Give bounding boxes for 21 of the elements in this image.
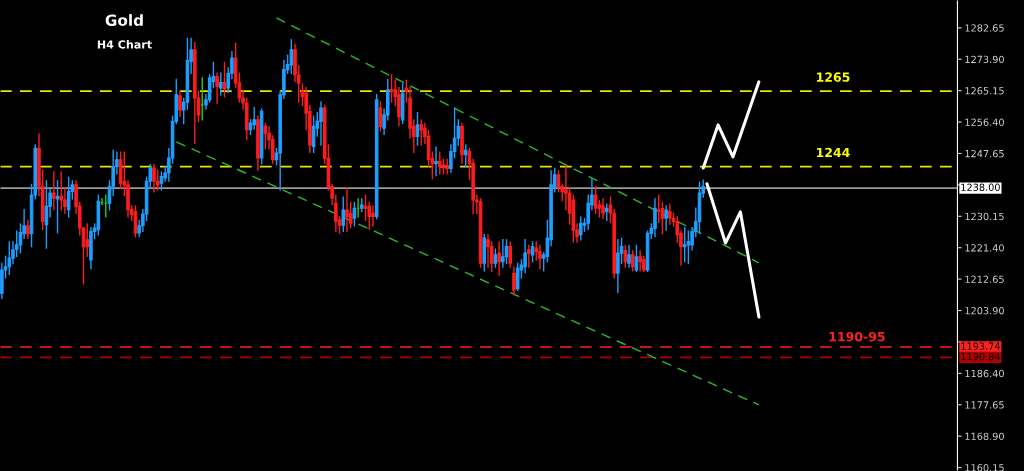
y-tick-label: 1177.65 bbox=[965, 401, 1004, 409]
text: Gold bbox=[105, 14, 143, 26]
ref-line-label: 1193.74 bbox=[961, 342, 1000, 350]
y-tick-label: 1221.40 bbox=[965, 244, 1004, 252]
y-tick-label: 1273.90 bbox=[965, 55, 1004, 64]
y-tick-label: 1282.65 bbox=[965, 24, 1004, 32]
y-tick-label: 1212.65 bbox=[965, 275, 1004, 283]
y-tick-label: 1230.15 bbox=[965, 212, 1004, 221]
y-tick-label: 1265.15 bbox=[965, 87, 1004, 95]
ref-line-label: 1238.00 bbox=[961, 183, 1000, 191]
ref-line-label: 1190.84 bbox=[961, 352, 1000, 361]
annotation: 1190-95 bbox=[829, 331, 885, 342]
y-tick-label: 1168.90 bbox=[965, 432, 1004, 441]
y-tick-label: 1203.90 bbox=[965, 307, 1004, 315]
y-tick-label: 1256.40 bbox=[965, 118, 1004, 126]
y-tick-label: 1247.65 bbox=[965, 149, 1004, 158]
y-tick-label: 1160.15 bbox=[965, 464, 1004, 471]
annotation: 1244 bbox=[816, 147, 850, 158]
text: H4 Chart bbox=[97, 40, 152, 49]
annotation: 1265 bbox=[816, 72, 850, 82]
y-tick-label: 1186.40 bbox=[965, 369, 1004, 378]
